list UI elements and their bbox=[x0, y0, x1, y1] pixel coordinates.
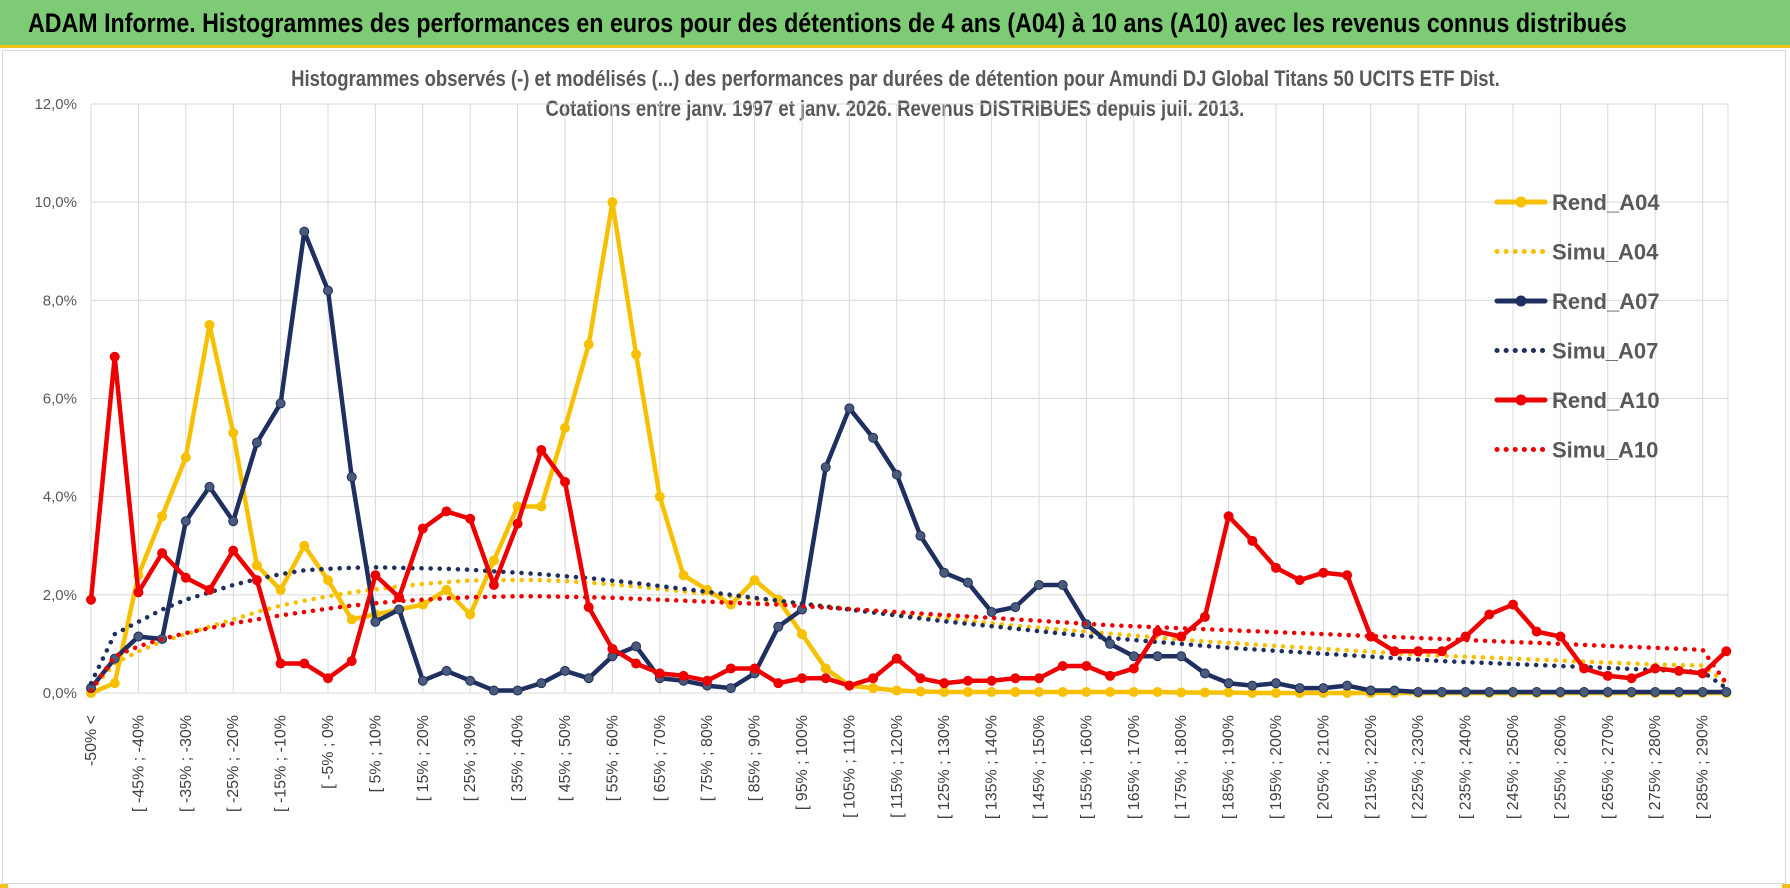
chart-frame bbox=[2, 50, 1786, 884]
title-banner: ADAM Informe. Histogrammes des performan… bbox=[0, 0, 1790, 48]
chart-title-line: Histogrammes observés (-) et modélisés (… bbox=[0, 66, 1790, 92]
bottom-accent bbox=[0, 884, 1790, 888]
page-title: ADAM Informe. Histogrammes des performan… bbox=[28, 8, 1627, 38]
chart-subtitle-line: Cotations entre janv. 1997 et janv. 2026… bbox=[0, 96, 1790, 122]
chart-title: Histogrammes observés (-) et modélisés (… bbox=[290, 66, 1500, 91]
chart-subtitle: Cotations entre janv. 1997 et janv. 2026… bbox=[545, 96, 1245, 121]
